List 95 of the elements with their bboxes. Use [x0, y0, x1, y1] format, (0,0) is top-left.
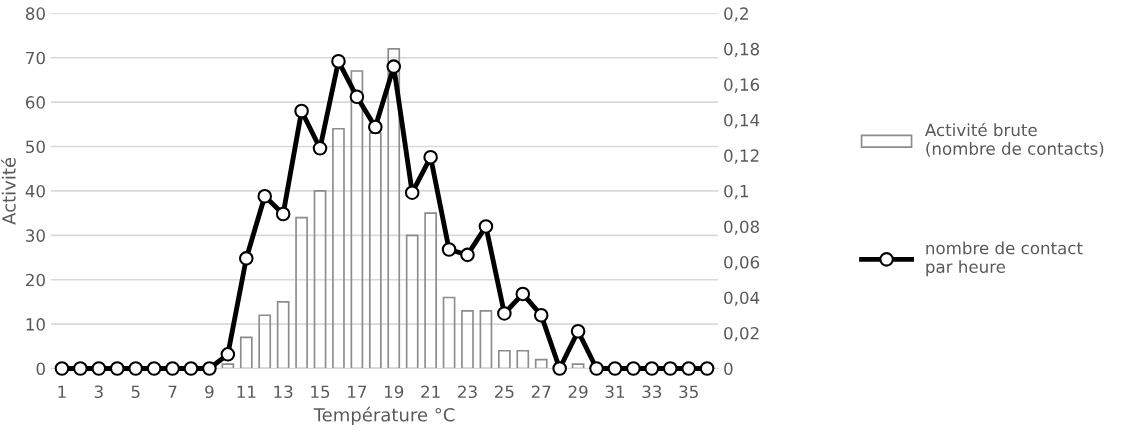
y2-tick-label: 0,14	[724, 113, 760, 129]
point	[202, 361, 217, 376]
x-tick-label: 31	[605, 385, 625, 399]
point	[441, 242, 457, 257]
point	[404, 185, 420, 200]
y2-tick-label: 0,04	[724, 291, 760, 306]
y-tick-label: 10	[26, 318, 45, 331]
y2-tick-label: 0,08	[724, 220, 760, 235]
y-tick-label: 40	[25, 184, 45, 198]
x-tick-label: 11	[237, 385, 256, 398]
y2-tick-label: 0,18	[724, 42, 760, 58]
x-tick-label: 5	[131, 385, 140, 399]
x-tick-label: 19	[384, 385, 404, 399]
point	[312, 141, 328, 156]
x-tick-label: 35	[679, 385, 698, 399]
point	[662, 361, 678, 376]
y-axis-title: Activité	[1, 157, 16, 225]
bar	[442, 296, 456, 369]
point	[275, 206, 291, 222]
x-tick-label: 27	[531, 385, 551, 398]
x-tick-label: 15	[311, 385, 330, 399]
point	[552, 361, 567, 376]
point	[699, 361, 715, 376]
x-tick-label: 29	[568, 385, 588, 399]
point	[54, 361, 70, 376]
point	[349, 89, 365, 105]
x-tick-label: 17	[348, 385, 367, 398]
y-tick-label: 70	[26, 51, 45, 65]
point	[460, 247, 475, 263]
x-tick-label: 21	[421, 385, 440, 398]
x-axis-title: Température °C	[313, 406, 455, 426]
bar	[497, 349, 511, 369]
y2-tick-label: 0,02	[724, 326, 759, 342]
point	[91, 361, 107, 376]
y-tick-label: 80	[25, 7, 45, 20]
y-tick-label: 20	[26, 273, 45, 287]
legend-label: Activité brute (nombre de contacts)	[925, 122, 1104, 157]
point	[386, 59, 402, 74]
bar	[332, 127, 345, 369]
bar	[295, 216, 308, 369]
bar	[405, 234, 419, 369]
point	[146, 361, 162, 376]
point	[515, 286, 531, 302]
point	[533, 307, 549, 323]
point	[239, 251, 254, 266]
legend-label: nombre de contact par heure	[926, 241, 1083, 277]
point	[607, 361, 623, 376]
point	[165, 361, 180, 376]
point	[368, 119, 383, 135]
y2-tick-label: 0,16	[724, 78, 760, 93]
point	[294, 103, 309, 119]
x-tick-label: 9	[205, 385, 214, 399]
y2-tick-label: 0,06	[724, 255, 760, 271]
point	[128, 361, 143, 376]
point	[644, 361, 660, 376]
bar	[368, 132, 382, 369]
point	[109, 361, 125, 376]
y2-tick-label: 0	[724, 362, 733, 376]
point	[73, 361, 88, 376]
y-tick-label: 50	[26, 140, 45, 154]
point	[478, 219, 494, 234]
x-tick-label: 13	[274, 385, 293, 399]
point	[497, 306, 512, 321]
y-tick-label: 0	[36, 362, 45, 376]
bar	[461, 309, 474, 369]
point	[681, 361, 696, 376]
x-tick-label: 33	[642, 385, 662, 399]
x-tick-label: 3	[94, 385, 103, 399]
bar	[516, 349, 530, 369]
x-tick-label: 1	[58, 385, 66, 398]
x-tick-label: 25	[494, 385, 514, 399]
y-tick-label: 60	[25, 96, 45, 109]
point	[220, 347, 236, 362]
y2-tick-label: 0,1	[724, 184, 749, 200]
bar	[479, 309, 493, 369]
point	[183, 361, 199, 376]
bar	[276, 301, 290, 369]
bar	[239, 336, 253, 369]
bar	[313, 190, 327, 369]
point	[257, 188, 273, 204]
bar	[350, 70, 364, 369]
x-tick-label: 7	[168, 385, 177, 398]
x-tick-label: 23	[458, 385, 477, 399]
point	[589, 361, 604, 376]
bar	[534, 358, 548, 369]
point	[423, 149, 438, 165]
bar	[258, 314, 272, 369]
point	[626, 361, 641, 376]
point	[570, 323, 586, 339]
y2-tick-label: 0,2	[724, 7, 748, 22]
y2-tick-label: 0,12	[724, 149, 759, 164]
point	[331, 53, 346, 69]
y-tick-label: 30	[26, 229, 45, 242]
bar	[387, 48, 401, 369]
bar	[424, 212, 437, 369]
